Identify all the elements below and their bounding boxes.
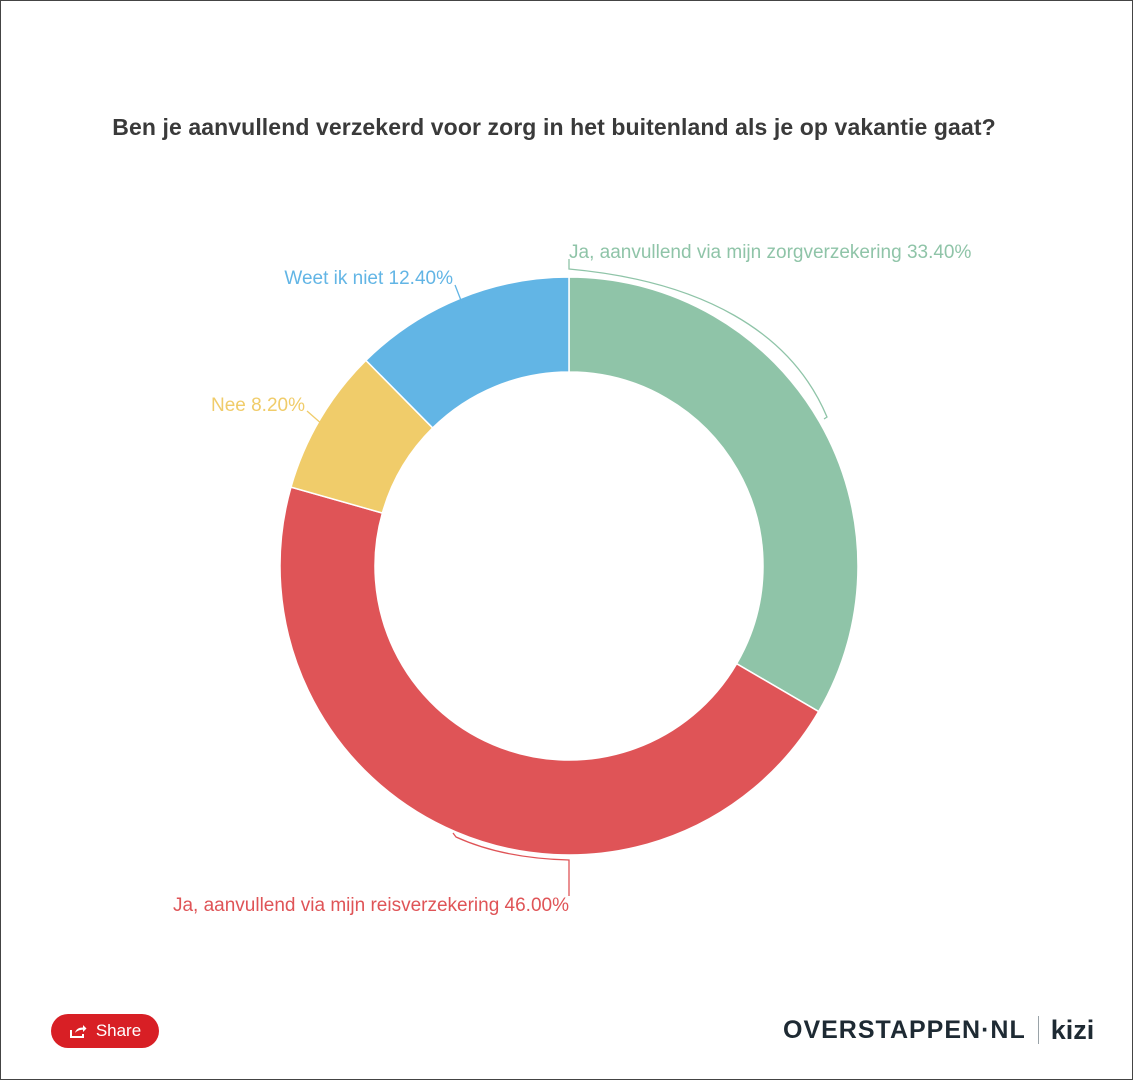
overstappen-logo: OVERSTAPPEN·NL (783, 1015, 1026, 1044)
share-label: Share (95, 1021, 142, 1040)
slice-leader-line-1 (568, 259, 828, 420)
slice-leader-line-3 (306, 410, 324, 426)
brand-logos: OVERSTAPPEN·NL kizi (783, 1013, 1094, 1047)
donut-slice-4[interactable] (364, 276, 570, 430)
donut-slice-1[interactable] (568, 276, 859, 713)
slice-leader-line-2 (452, 832, 570, 896)
slice-leader-line-4 (454, 284, 463, 304)
share-button[interactable]: Share (51, 1014, 159, 1048)
donut-slice-2[interactable] (279, 486, 820, 856)
slice-label-4: Weet ik niet 12.40% (284, 268, 453, 289)
slice-label-1: Ja, aanvullend via mijn zorgverzekering … (569, 242, 971, 263)
slice-label-3: Nee 8.20% (211, 395, 305, 416)
kizi-logo: kizi (1050, 1014, 1095, 1045)
share-icon (69, 1025, 87, 1038)
chart-title: Ben je aanvullend verzekerd voor zorg in… (112, 114, 996, 140)
brand-divider (1037, 1016, 1039, 1044)
slice-label-2: Ja, aanvullend via mijn reisverzekering … (173, 895, 569, 916)
